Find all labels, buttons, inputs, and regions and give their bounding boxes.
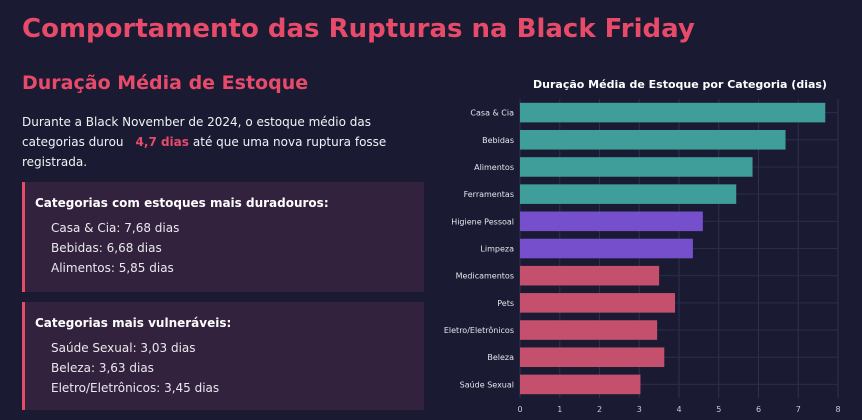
list-item: Casa & Cia: 7,68 dias xyxy=(51,221,180,235)
x-tick-label: 1 xyxy=(557,405,562,414)
y-tick-label: Bebidas xyxy=(482,136,514,145)
y-tick-label: Ferramentas xyxy=(464,190,514,199)
y-tick-label: Medicamentos xyxy=(456,272,514,281)
x-tick-label: 3 xyxy=(637,405,642,414)
y-tick-label: Alimentos xyxy=(474,163,514,172)
bar xyxy=(520,157,753,177)
bar xyxy=(520,102,826,123)
section-title: Duração Média de Estoque xyxy=(22,72,309,94)
x-tick-label: 8 xyxy=(835,405,840,414)
bar xyxy=(520,347,665,368)
y-tick-label: Pets xyxy=(497,299,514,308)
y-tick-label: Casa & Cia xyxy=(470,109,514,118)
durable-card-title: Categorias com estoques mais duradouros: xyxy=(35,196,329,210)
x-tick-label: 2 xyxy=(597,405,602,414)
bar xyxy=(520,211,703,232)
list-item: Alimentos: 5,85 dias xyxy=(51,261,174,275)
intro-text-before: Durante a Black November de 2024, o esto… xyxy=(22,115,371,149)
y-tick-label: Limpeza xyxy=(480,245,514,254)
x-tick-label: 7 xyxy=(796,405,801,414)
y-tick-label: Eletro/Eletrônicos xyxy=(444,325,514,335)
vulnerable-card-title: Categorias mais vulneráveis: xyxy=(35,316,232,330)
vulnerable-categories-card: Categorias mais vulneráveis: Saúde Sexua… xyxy=(22,302,424,410)
vulnerable-list: Saúde Sexual: 3,03 dias Beleza: 3,63 dia… xyxy=(35,338,424,398)
chart-title: Duração Média de Estoque por Categoria (… xyxy=(533,78,827,91)
list-item: Bebidas: 6,68 dias xyxy=(51,241,162,255)
bar xyxy=(520,129,786,150)
intro-text-after: até que uma nova ruptura fosse registrad… xyxy=(22,135,387,169)
bar xyxy=(520,320,658,340)
intro-paragraph: Durante a Black November de 2024, o esto… xyxy=(22,112,422,172)
bar xyxy=(520,374,641,395)
y-tick-label: Higiene Pessoal xyxy=(451,217,514,226)
chart-svg: Duração Média de Estoque por Categoria (… xyxy=(444,78,841,414)
page-title: Comportamento das Rupturas na Black Frid… xyxy=(22,14,695,44)
list-item: Eletro/Eletrônicos: 3,45 dias xyxy=(51,381,220,395)
durable-categories-card: Categorias com estoques mais duradouros:… xyxy=(22,182,424,292)
list-item: Saúde Sexual: 3,03 dias xyxy=(51,341,196,355)
y-tick-label: Beleza xyxy=(487,353,514,362)
x-tick-label: 6 xyxy=(756,405,761,414)
category-duration-chart: Duração Média de Estoque por Categoria (… xyxy=(440,72,860,420)
bar xyxy=(520,265,660,286)
durable-list: Casa & Cia: 7,68 dias Bebidas: 6,68 dias… xyxy=(35,218,424,278)
x-tick-label: 0 xyxy=(517,405,522,414)
x-tick-label: 4 xyxy=(676,405,681,414)
bar xyxy=(520,293,676,313)
x-tick-label: 5 xyxy=(716,405,721,414)
bar xyxy=(520,184,737,204)
list-item: Beleza: 3,63 dias xyxy=(51,361,154,375)
bar xyxy=(520,238,693,259)
y-tick-label: Saúde Sexual xyxy=(460,380,514,389)
average-duration-highlight: 4,7 dias xyxy=(135,135,189,149)
